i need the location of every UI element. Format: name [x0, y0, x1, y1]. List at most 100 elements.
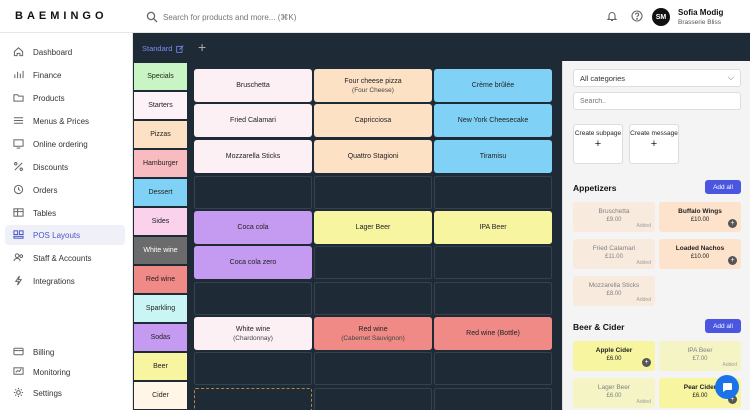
global-search[interactable]	[146, 10, 366, 24]
layout-tabs-bar: Standard +	[133, 33, 750, 61]
grid-empty-slot[interactable]	[194, 176, 312, 209]
product-card[interactable]: Mozzarella Sticks £8.00 Added	[573, 276, 655, 306]
add-icon[interactable]: +	[728, 219, 737, 228]
sidebar-item-dashboard[interactable]: Dashboard	[5, 42, 125, 62]
pos-product-button[interactable]: Crème brûlée	[434, 69, 552, 102]
search-icon	[146, 11, 158, 23]
category-dessert[interactable]: Dessert	[134, 179, 187, 207]
sidebar-item-menus-prices[interactable]: Menus & Prices	[5, 111, 125, 131]
grid-empty-slot[interactable]	[194, 352, 312, 385]
pos-product-button[interactable]: Bruschetta	[194, 69, 312, 102]
create-message-button[interactable]: Create message +	[629, 124, 679, 164]
category-beer[interactable]: Beer	[134, 353, 187, 381]
grid-empty-slot[interactable]	[314, 388, 432, 410]
user-name[interactable]: Sofia Modig	[678, 8, 724, 17]
pos-product-button[interactable]: Quattro Stagioni	[314, 140, 432, 173]
pos-product-button[interactable]: Red wine (Bottle)	[434, 317, 552, 350]
pos-product-button[interactable]: Tiramisu	[434, 140, 552, 173]
pos-product-button[interactable]: Red wine (Cabernet Sauvignon)	[314, 317, 432, 350]
sidebar-item-orders[interactable]: Orders	[5, 180, 125, 200]
category-sodas[interactable]: Sodas	[134, 324, 187, 352]
add-icon[interactable]: +	[728, 395, 737, 404]
brand-logo[interactable]: BAEMINGO	[15, 10, 108, 22]
add-icon[interactable]: +	[642, 358, 651, 367]
grid-empty-slot[interactable]	[434, 282, 552, 315]
grid-empty-slot[interactable]	[434, 176, 552, 209]
product-price: £6.00	[692, 393, 708, 399]
sidebar-item-settings[interactable]: Settings	[5, 383, 125, 403]
category-specials[interactable]: Specials	[134, 63, 187, 91]
pos-button-label: White wine	[235, 325, 271, 333]
pos-product-button[interactable]: New York Cheesecake	[434, 104, 552, 137]
sidebar-item-pos-layouts[interactable]: POS Layouts	[5, 225, 125, 245]
sidebar-item-label: Menus & Prices	[33, 116, 90, 126]
category-label: Red wine	[145, 276, 176, 283]
search-input[interactable]	[163, 12, 323, 22]
category-label: Cider	[152, 392, 169, 399]
grid-empty-slot[interactable]	[434, 246, 552, 279]
product-card[interactable]: Buffalo Wings £10.00 +	[659, 202, 741, 232]
add-tab-button[interactable]: +	[198, 39, 207, 55]
create-subpage-button[interactable]: Create subpage +	[573, 124, 623, 164]
pos-product-button[interactable]: Coca cola	[194, 211, 312, 244]
pos-button-label: Crème brûlée	[471, 82, 515, 89]
category-sides[interactable]: Sides	[134, 208, 187, 236]
help-icon[interactable]	[631, 10, 643, 22]
pos-product-button[interactable]: White wine (Chardonnay)	[194, 317, 312, 350]
grid-empty-slot[interactable]	[194, 388, 312, 410]
pos-product-button[interactable]: Four cheese pizza (Four Cheese)	[314, 69, 432, 102]
sidebar-item-integrations[interactable]: Integrations	[5, 271, 125, 291]
add-icon[interactable]: +	[728, 256, 737, 265]
pos-product-button[interactable]: Coca cola zero	[194, 246, 312, 279]
grid-empty-slot[interactable]	[194, 282, 312, 315]
product-price: £7.00	[692, 356, 708, 362]
grid-empty-slot[interactable]	[434, 352, 552, 385]
product-card[interactable]: IPA Beer £7.00 Added	[659, 341, 741, 371]
grid-empty-slot[interactable]	[314, 282, 432, 315]
billing-icon	[13, 346, 25, 358]
category-white-wine[interactable]: White wine	[134, 237, 187, 265]
category-select[interactable]: All categories ⌵	[573, 69, 741, 87]
bell-icon[interactable]	[606, 10, 618, 22]
grid-empty-slot[interactable]	[314, 246, 432, 279]
edit-icon[interactable]	[176, 44, 185, 53]
category-sparkling[interactable]: Sparkling	[134, 295, 187, 323]
sidebar-item-monitoring[interactable]: Monitoring	[5, 362, 125, 382]
category-hamburger[interactable]: Hamburger	[134, 150, 187, 178]
monitor-icon	[13, 138, 25, 150]
category-pizzas[interactable]: Pizzas	[134, 121, 187, 149]
category-red-wine[interactable]: Red wine	[134, 266, 187, 294]
sidebar-item-online-ordering[interactable]: Online ordering	[5, 134, 125, 154]
grid-empty-slot[interactable]	[434, 388, 552, 410]
product-card[interactable]: Apple Cider £6.00 +	[573, 341, 655, 371]
category-cider[interactable]: Cider	[134, 382, 187, 410]
product-card[interactable]: Lager Beer £6.00 Added	[573, 378, 655, 408]
pos-product-button[interactable]: Lager Beer	[314, 211, 432, 244]
chat-button[interactable]	[715, 375, 739, 399]
pos-product-button[interactable]: Fried Calamari	[194, 104, 312, 137]
category-column: Specials Starters Pizzas Hamburger Dessert Si…	[133, 61, 187, 410]
product-price: £11.00	[605, 254, 623, 260]
category-starters[interactable]: Starters	[134, 92, 187, 120]
avatar[interactable]: SM	[652, 8, 670, 26]
added-badge: Added	[636, 260, 651, 266]
product-card[interactable]: Fried Calamari £11.00 Added	[573, 239, 655, 269]
pos-product-button[interactable]: Mozzarella Sticks	[194, 140, 312, 173]
tab-standard[interactable]: Standard	[142, 44, 185, 53]
sidebar-item-products[interactable]: Products	[5, 88, 125, 108]
grid-empty-slot[interactable]	[314, 352, 432, 385]
product-search-input[interactable]	[573, 92, 741, 110]
grid-empty-slot[interactable]	[314, 176, 432, 209]
add-all-button[interactable]: Add all	[705, 319, 741, 333]
sidebar-item-label: Discounts	[33, 162, 69, 172]
add-all-button[interactable]: Add all	[705, 180, 741, 194]
product-card[interactable]: Bruschetta £9.00 Added	[573, 202, 655, 232]
sidebar-item-finance[interactable]: Finance	[5, 65, 125, 85]
pos-product-button[interactable]: Capricciosa	[314, 104, 432, 137]
product-card[interactable]: Loaded Nachos £10.00 +	[659, 239, 741, 269]
pos-product-button[interactable]: IPA Beer	[434, 211, 552, 244]
sidebar-item-billing[interactable]: Billing	[5, 342, 125, 362]
sidebar-item-discounts[interactable]: Discounts	[5, 157, 125, 177]
sidebar-item-staff-accounts[interactable]: Staff & Accounts	[5, 248, 125, 268]
sidebar-item-tables[interactable]: Tables	[5, 203, 125, 223]
